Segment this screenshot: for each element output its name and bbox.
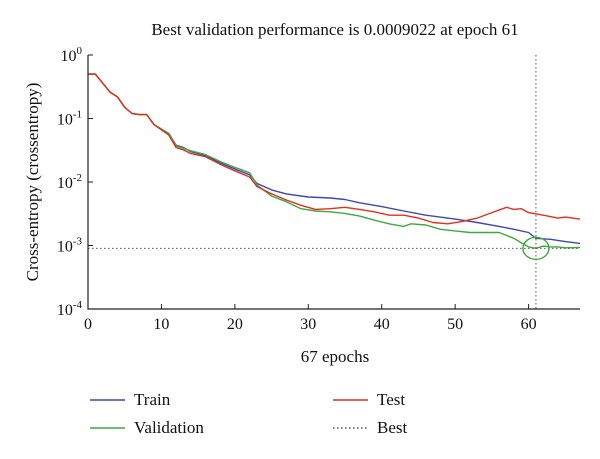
y-tick-label: 10-2: [57, 172, 82, 192]
x-tick-label: 60: [521, 316, 537, 333]
legend-label-test: Test: [377, 390, 405, 409]
x-tick-label: 50: [447, 316, 463, 333]
x-axis-ticks: 0 10 20 30 40 50 60: [84, 304, 537, 333]
series-line-validation: [88, 73, 581, 249]
chart-title: Best validation performance is 0.0009022…: [151, 20, 518, 39]
y-tick-label: 10-1: [57, 109, 82, 129]
legend-label-best: Best: [377, 418, 408, 437]
plot-frame: [87, 55, 580, 310]
plot-area: 0 10 20 30 40 50 60 100 10-1 10-2 10-3 10-4: [57, 45, 581, 333]
x-tick-label: 30: [300, 316, 316, 333]
y-tick-label: 100: [61, 45, 83, 65]
legend-label-train: Train: [134, 390, 171, 409]
x-tick-label: 0: [84, 316, 92, 333]
x-tick-label: 40: [374, 316, 390, 333]
y-axis-ticks: 100 10-1 10-2 10-3 10-4: [57, 45, 93, 319]
legend: Train Test Validation Best: [90, 390, 408, 437]
legend-label-validation: Validation: [134, 418, 204, 437]
series-layer: [88, 73, 581, 249]
x-axis-label: 67 epochs: [301, 347, 369, 366]
y-tick-label: 10-3: [57, 236, 83, 256]
x-tick-label: 20: [227, 316, 243, 333]
best-marker-layer: [88, 55, 580, 309]
best-point-marker: [522, 236, 550, 261]
y-axis-label: Cross-entropy (crossentropy): [23, 83, 42, 282]
series-line-test: [88, 73, 581, 225]
x-tick-label: 10: [153, 316, 169, 333]
y-tick-label: 10-4: [57, 299, 83, 319]
series-line-train: [88, 73, 581, 245]
